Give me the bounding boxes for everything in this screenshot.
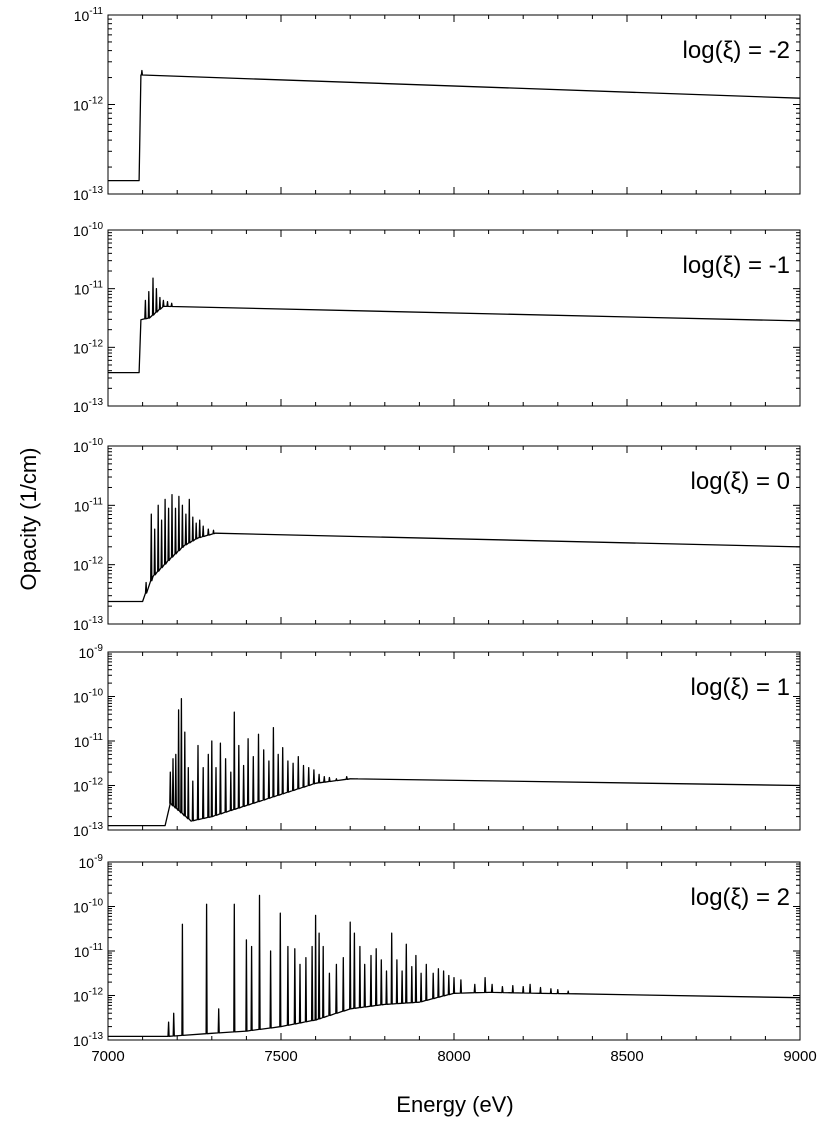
x-tick-label: 9000 (783, 1048, 816, 1065)
y-tick-label: 10-10 (73, 221, 103, 239)
chart-panel-3: 10-10 10-11 10-12 10-13 log(ξ) = 0 (73, 437, 801, 633)
chart-panel-1: 10-11 10-12 10-13 log(ξ) = -2 (73, 6, 801, 203)
y-tick-label: 10-10 (73, 688, 103, 706)
y-tick-label: 10-11 (74, 942, 104, 960)
chart-panel-4: 10-9 10-10 10-11 10-12 10-13 log(ξ) = 1 (73, 643, 801, 839)
panel-annotation: log(ξ) = 2 (691, 884, 790, 911)
y-tick-label: 10-13 (73, 1031, 103, 1049)
x-tick-label: 8500 (610, 1048, 643, 1065)
chart-panel-2: 10-10 10-11 10-12 10-13 log(ξ) = -1 (73, 221, 801, 415)
spectrum-line (108, 277, 801, 374)
y-tick-label: 10-9 (79, 643, 104, 661)
y-tick-label: 10-13 (73, 821, 103, 839)
y-tick-label: 10-12 (73, 987, 103, 1005)
y-tick-label: 10-11 (74, 496, 104, 514)
y-tick-label: 10-13 (73, 397, 103, 415)
y-tick-label: 10-11 (74, 280, 104, 298)
y-tick-label: 10-12 (73, 338, 103, 356)
y-tick-label: 10-12 (73, 556, 103, 574)
y-tick-label: 10-10 (73, 437, 103, 455)
panel-annotation: log(ξ) = 0 (691, 468, 790, 495)
x-tick-label: 8000 (437, 1048, 470, 1065)
spectrum-line (108, 698, 801, 827)
y-tick-label: 10-9 (79, 853, 104, 871)
panel-annotation: log(ξ) = 1 (691, 674, 790, 701)
x-tick-label: 7500 (264, 1048, 297, 1065)
y-axis-label: Opacity (1/cm) (16, 447, 41, 590)
y-tick-label: 10-13 (73, 185, 103, 203)
y-tick-label: 10-11 (74, 6, 104, 24)
y-tick-label: 10-11 (74, 732, 104, 750)
x-tick-label: 7000 (91, 1048, 124, 1065)
panel-annotation: log(ξ) = -2 (683, 37, 790, 64)
y-tick-label: 10-10 (73, 898, 103, 916)
y-tick-label: 10-12 (73, 96, 103, 114)
x-axis-label: Energy (eV) (396, 1092, 513, 1117)
spectrum-line (108, 69, 801, 182)
spectrum-line (108, 494, 801, 603)
panel-annotation: log(ξ) = -1 (683, 252, 790, 279)
y-tick-label: 10-12 (73, 777, 103, 795)
spectrum-line (108, 894, 801, 1038)
y-tick-label: 10-13 (73, 615, 103, 633)
